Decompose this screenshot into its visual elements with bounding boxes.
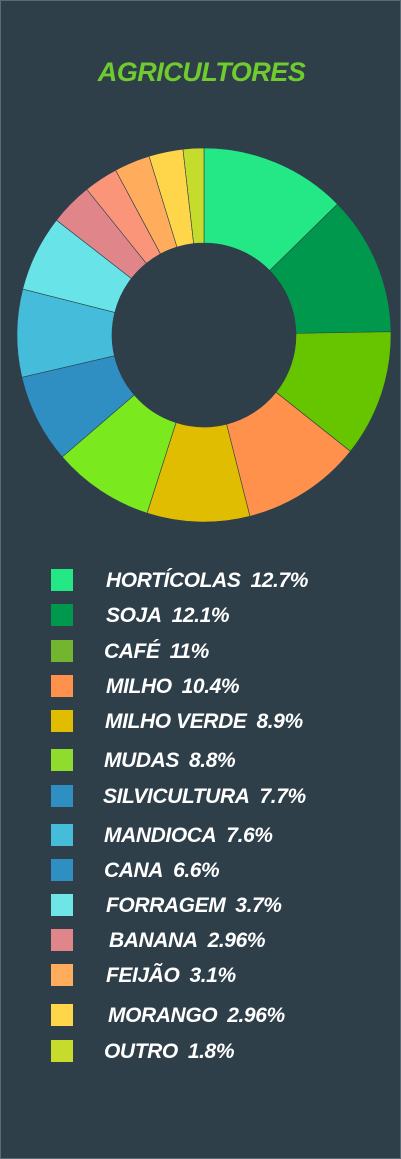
chart-title: AGRICULTORES xyxy=(97,57,306,87)
legend-label: MUDAS 8.8% xyxy=(104,749,236,773)
legend-value: 8.8% xyxy=(189,749,236,772)
legend-swatch xyxy=(51,640,73,662)
legend-label: FEIJÃO 3.1% xyxy=(106,964,236,988)
legend-label: MILHO VERDE 8.9% xyxy=(105,710,303,734)
legend-value: 7.7% xyxy=(259,785,306,808)
legend-swatch xyxy=(51,964,73,986)
legend-label: MANDIOCA 7.6% xyxy=(104,824,273,848)
legend-label: CAFÉ 11% xyxy=(104,640,209,664)
legend-category: MILHO VERDE xyxy=(105,710,247,733)
legend-category: MANDIOCA xyxy=(104,824,217,847)
legend-label: HORTÍCOLAS 12.7% xyxy=(106,569,308,593)
legend-category: FEIJÃO xyxy=(106,964,180,987)
legend-value: 12.7% xyxy=(250,569,308,592)
legend-category: CAFÉ xyxy=(104,640,160,663)
legend-label: SILVICULTURA 7.7% xyxy=(103,785,306,809)
legend-category: BANANA xyxy=(109,929,198,952)
legend-swatch xyxy=(51,1040,73,1062)
legend-value: 3.7% xyxy=(235,894,282,917)
legend-label: MILHO 10.4% xyxy=(106,675,240,699)
legend-label: CANA 6.6% xyxy=(104,859,220,883)
legend-swatch xyxy=(51,1004,73,1026)
legend-label: OUTRO 1.8% xyxy=(104,1040,234,1064)
legend-value: 3.1% xyxy=(189,964,236,987)
legend-value: 11% xyxy=(169,640,210,663)
legend-swatch xyxy=(51,569,73,591)
legend-category: OUTRO xyxy=(104,1040,178,1063)
legend-category: CANA xyxy=(104,859,164,882)
legend-value: 8.9% xyxy=(256,710,303,733)
legend-category: MILHO xyxy=(106,675,172,698)
legend-value: 2.96% xyxy=(207,929,266,952)
legend-label: BANANA 2.96% xyxy=(109,929,266,953)
legend-swatch xyxy=(51,859,73,881)
legend-swatch xyxy=(51,749,73,771)
legend-swatch xyxy=(51,894,73,916)
legend-category: SOJA xyxy=(106,604,162,627)
legend-value: 7.6% xyxy=(226,824,273,847)
legend-swatch xyxy=(51,785,73,807)
legend-category: FORRAGEM xyxy=(106,894,226,917)
legend-value: 12.1% xyxy=(171,604,230,627)
legend-swatch xyxy=(51,929,73,951)
legend-value: 6.6% xyxy=(173,859,220,882)
legend-label: MORANGO 2.96% xyxy=(108,1004,285,1028)
legend-category: MORANGO xyxy=(108,1004,218,1027)
legend-value: 1.8% xyxy=(187,1040,235,1063)
legend-category: SILVICULTURA xyxy=(103,785,250,808)
legend-swatch xyxy=(51,824,73,846)
legend-label: FORRAGEM 3.7% xyxy=(106,894,282,918)
legend-value: 2.96% xyxy=(227,1004,285,1027)
legend-swatch xyxy=(51,710,73,732)
donut-chart xyxy=(16,147,392,523)
legend-category: HORTÍCOLAS xyxy=(106,569,241,592)
legend-swatch xyxy=(51,675,73,697)
pie-slice-outro xyxy=(182,147,205,244)
legend-label: SOJA 12.1% xyxy=(106,604,230,628)
legend-swatch xyxy=(51,604,73,626)
legend-category: MUDAS xyxy=(104,749,179,772)
legend-value: 10.4% xyxy=(181,675,240,698)
